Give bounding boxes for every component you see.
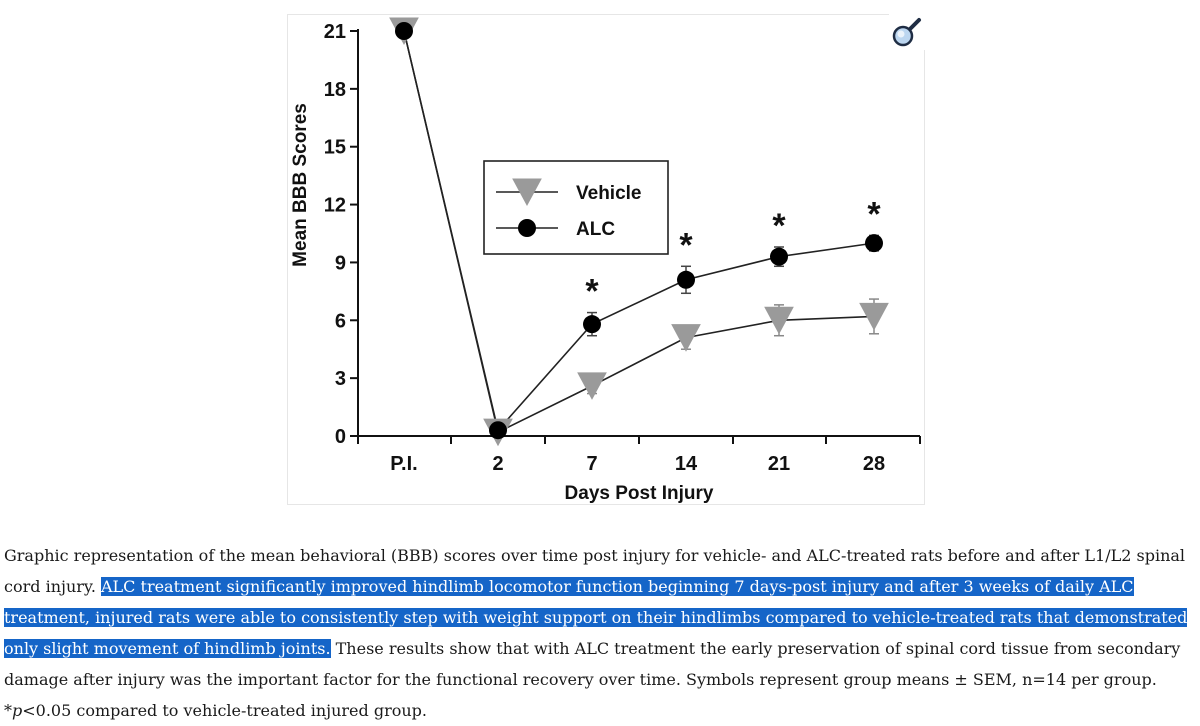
alc-data-point <box>583 315 601 334</box>
significance-star: * <box>867 195 881 233</box>
y-axis-label: Mean BBB Scores <box>290 103 311 267</box>
axes: 0 3 6 9 12 15 18 21 P.I. 2 7 14 21 28 <box>324 21 921 475</box>
x-tick-label: 21 <box>768 453 790 475</box>
vehicle-data-point <box>577 372 607 400</box>
y-tick-label: 0 <box>335 426 346 448</box>
caption-p-symbol: p <box>12 701 23 720</box>
zoom-button[interactable] <box>889 14 925 50</box>
alc-data-point <box>677 270 695 289</box>
vehicle-data-point <box>671 324 701 352</box>
y-tick-label: 6 <box>335 310 346 332</box>
caption-part-3: <0.05 compared to vehicle-treated injure… <box>22 701 427 720</box>
x-tick-label: P.I. <box>390 453 417 475</box>
magnifier-icon <box>889 14 925 50</box>
caption-part-1: Graphic representation of the mean behav… <box>4 546 1186 596</box>
y-tick-label: 9 <box>335 252 346 274</box>
caption-part-2: These results show that with ALC treatme… <box>4 639 1181 720</box>
x-tick-label: 7 <box>586 453 597 475</box>
legend-alc-marker <box>518 219 536 237</box>
series-line-alc <box>403 30 875 432</box>
y-tick-label: 3 <box>335 368 346 390</box>
legend-box <box>483 160 669 255</box>
x-axis-label: Days Post Injury <box>565 483 714 504</box>
alc-data-point <box>865 234 883 253</box>
legend-label-vehicle: Vehicle <box>576 183 642 204</box>
alc-data-point <box>489 421 507 440</box>
y-tick-label: 12 <box>324 195 346 217</box>
significance-star: * <box>772 207 786 245</box>
y-tick-label: 18 <box>324 79 346 101</box>
alc-data-point <box>395 22 413 40</box>
y-tick-label: 15 <box>324 137 346 159</box>
figure-caption: Graphic representation of the mean behav… <box>4 540 1194 726</box>
legend-vehicle-marker <box>512 178 542 207</box>
x-tick-label: 28 <box>863 453 885 475</box>
legend-label-alc: ALC <box>576 219 615 240</box>
vehicle-data-point <box>764 306 794 335</box>
x-tick-label: 14 <box>675 453 698 475</box>
bbb-score-line-chart: 0 3 6 9 12 15 18 21 P.I. 2 7 14 21 28 * * * * Vehicle ALC… <box>290 17 921 504</box>
legend: Vehicle ALC <box>483 160 669 255</box>
y-tick-label: 21 <box>324 21 346 43</box>
figure-panel: 0 3 6 9 12 15 18 21 P.I. 2 7 14 21 28 * * * * Vehicle ALC… <box>287 14 925 505</box>
vehicle-data-point <box>859 302 889 331</box>
significance-star: * <box>679 226 693 264</box>
significance-star: * <box>585 273 599 311</box>
x-tick-label: 2 <box>492 453 503 475</box>
series-layer: * * * * <box>389 17 889 447</box>
alc-data-point <box>770 247 788 266</box>
